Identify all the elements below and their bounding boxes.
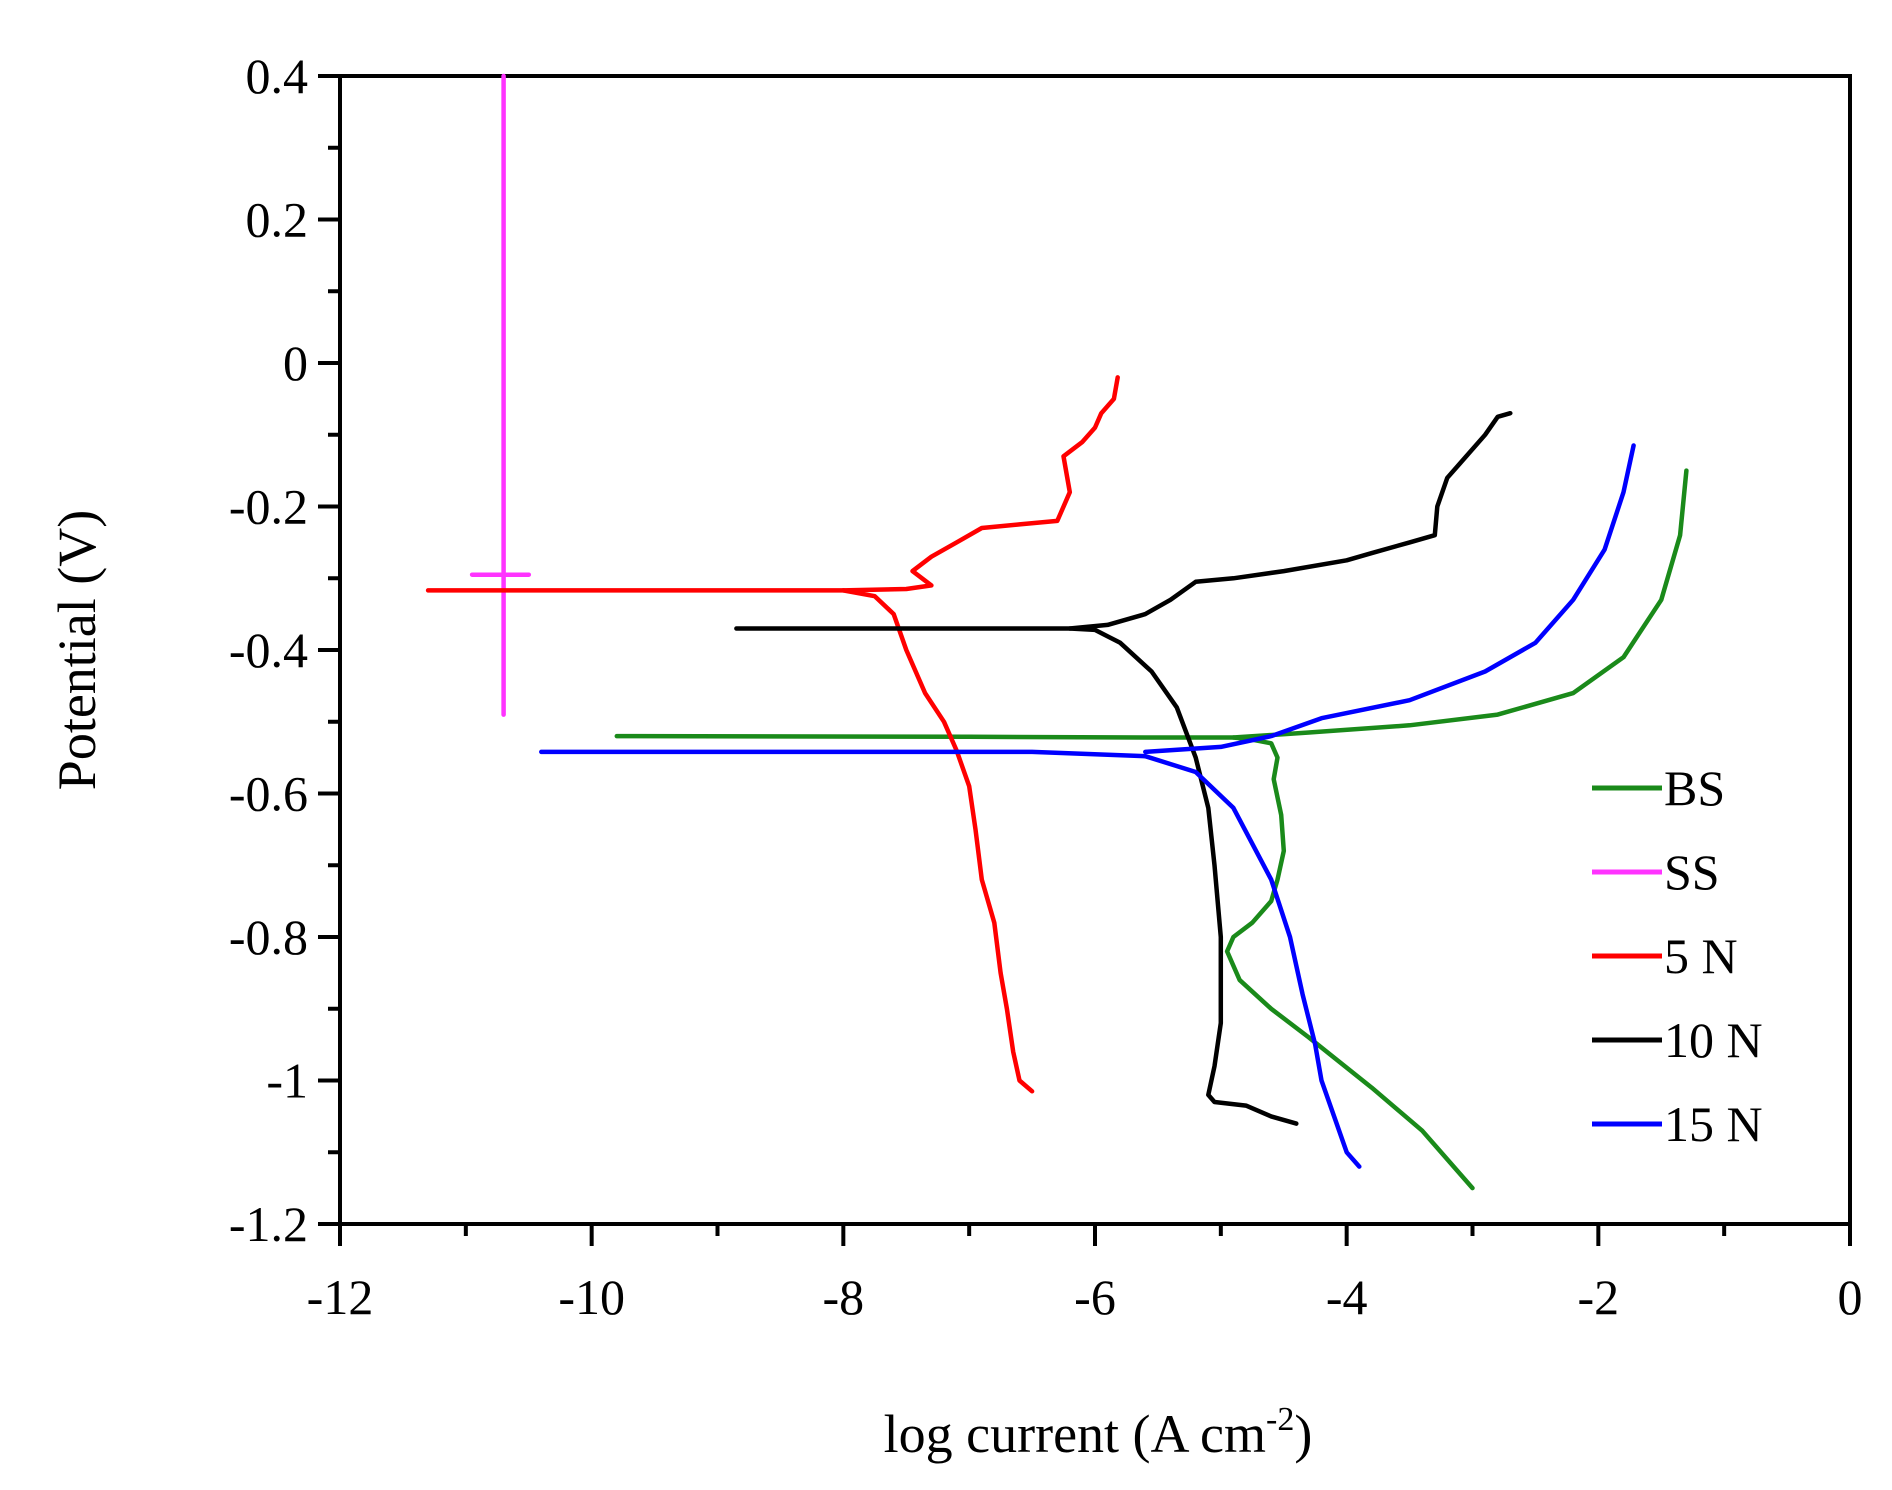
series-line-10-n [734, 626, 1299, 1126]
x-axis-title-superscript: -2 [1266, 1401, 1294, 1438]
x-tick-label: -6 [1074, 1269, 1116, 1325]
legend: BS SS 5 N 10 N 15 N [1592, 760, 1763, 1152]
y-tick-label: -1 [266, 1053, 308, 1109]
legend-item-15-n: 15 N [1592, 1096, 1763, 1152]
series-line-15-n-anodic [1143, 443, 1636, 755]
y-axis-ticks [318, 74, 340, 1226]
y-tick-label: 0.4 [246, 48, 309, 104]
x-tick-label: -12 [307, 1269, 374, 1325]
y-tick-label: -0.8 [229, 909, 308, 965]
series-line-5-n [425, 588, 1035, 1094]
y-tick-label: -1.2 [229, 1196, 308, 1252]
legend-label: 5 N [1664, 928, 1738, 984]
x-axis-title: log current (A cm-2) [884, 1401, 1313, 1464]
x-axis-tick-labels: -12 -10 -8 -6 -4 -2 0 [307, 1269, 1863, 1325]
series-line-bs-anodic [1231, 468, 1689, 740]
legend-label: 10 N [1664, 1012, 1763, 1068]
legend-item-10-n: 10 N [1592, 1012, 1763, 1068]
legend-label: 15 N [1664, 1096, 1763, 1152]
y-tick-label: -0.6 [229, 766, 308, 822]
y-tick-label: 0 [283, 335, 308, 391]
plot-frame [338, 74, 1852, 1226]
y-tick-label: -0.2 [229, 479, 308, 535]
y-axis-title: Potential (V) [47, 510, 107, 790]
series-ss [469, 73, 532, 717]
plot-area [338, 74, 1852, 1226]
y-tick-label: 0.2 [246, 192, 309, 248]
series-line-bs [614, 733, 1475, 1191]
y-axis-tick-labels: 0.4 0.2 0 -0.2 -0.4 -0.6 -0.8 -1 -1.2 [229, 48, 308, 1252]
series-10-n [734, 410, 1513, 1126]
series-5-n [425, 375, 1120, 1094]
y-tick-label: -0.4 [229, 622, 308, 678]
x-tick-label: -10 [558, 1269, 625, 1325]
x-tick-label: -8 [823, 1269, 865, 1325]
series-layer [425, 73, 1689, 1191]
series-line-10-n-anodic [1067, 410, 1513, 631]
series-bs [614, 468, 1689, 1191]
series-line-5-n-anodic [841, 375, 1120, 593]
x-tick-label: -4 [1326, 1269, 1368, 1325]
legend-item-bs: BS [1592, 760, 1725, 816]
series-15-n [539, 443, 1636, 1169]
x-tick-label: 0 [1838, 1269, 1863, 1325]
legend-label: SS [1664, 844, 1720, 900]
legend-label: BS [1664, 760, 1725, 816]
x-tick-label: -2 [1578, 1269, 1620, 1325]
x-axis-ticks [338, 1224, 1852, 1246]
series-line-15-n [539, 749, 1362, 1169]
legend-item-ss: SS [1592, 844, 1720, 900]
legend-item-5-n: 5 N [1592, 928, 1738, 984]
